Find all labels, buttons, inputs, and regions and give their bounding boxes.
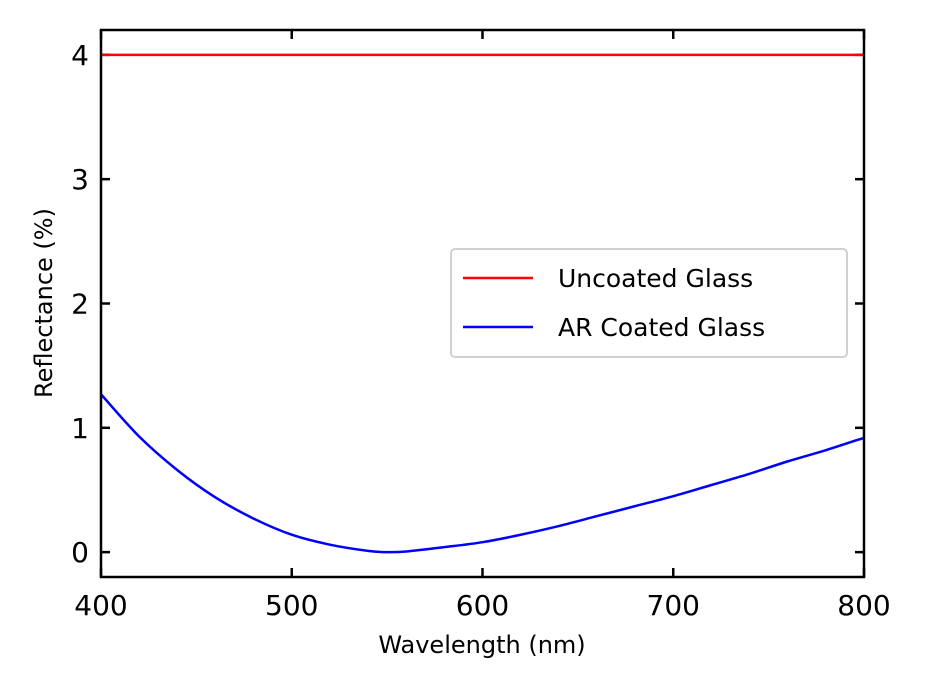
x-axis-label: Wavelength (nm) <box>378 631 585 659</box>
x-tick-label: 600 <box>456 589 509 622</box>
x-tick-label: 800 <box>837 589 890 622</box>
ticks-layer: 400 500 600 700 800 0 1 2 3 4 <box>71 30 891 622</box>
y-tick-label: 2 <box>71 288 89 321</box>
legend-box <box>450 248 848 358</box>
x-tick-label: 400 <box>74 589 127 622</box>
series-layer <box>100 53 865 554</box>
x-tick-label: 700 <box>647 589 700 622</box>
y-tick-label: 1 <box>71 412 89 445</box>
y-tick-label: 0 <box>71 536 89 569</box>
legend-label-ar-coated-glass: AR Coated Glass <box>558 313 765 342</box>
y-tick-label: 4 <box>71 39 89 72</box>
y-axis-label: Reflectance (%) <box>30 208 58 398</box>
legend-label-uncoated-glass: Uncoated Glass <box>558 264 753 293</box>
y-tick-label: 3 <box>71 163 89 196</box>
legend: Uncoated Glass AR Coated Glass <box>450 248 848 358</box>
x-tick-label: 500 <box>265 589 318 622</box>
series-line-ar-coated-glass <box>100 393 865 554</box>
plot-frame <box>99 28 866 579</box>
